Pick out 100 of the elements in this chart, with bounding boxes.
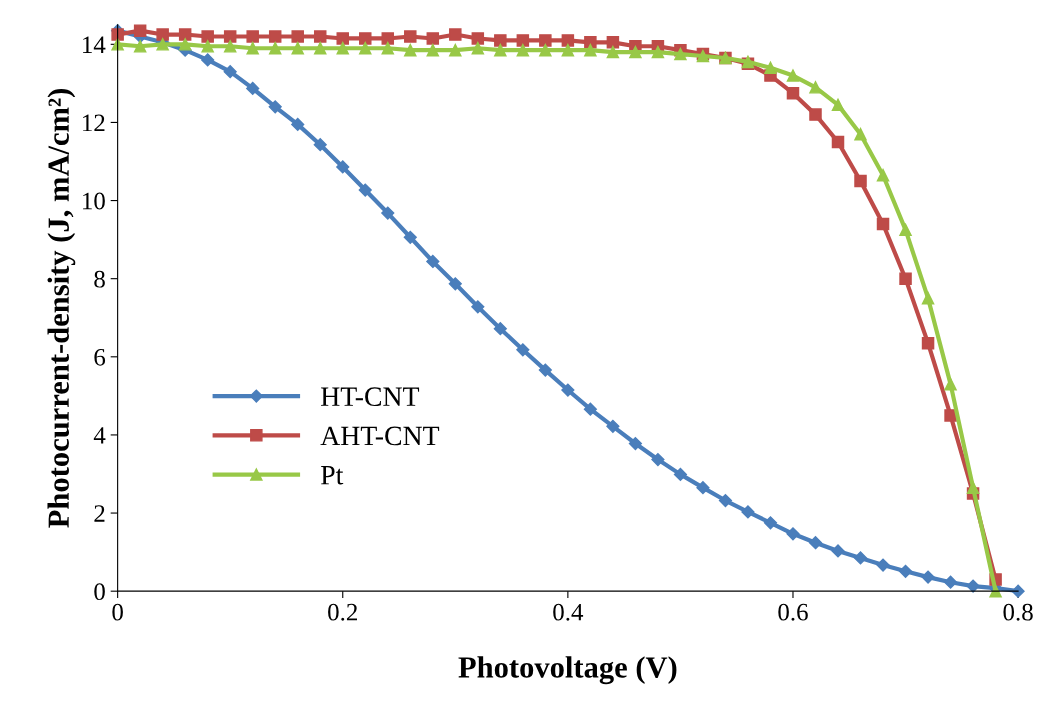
point: [359, 41, 372, 55]
point: [876, 168, 890, 182]
point: [426, 43, 440, 57]
point: [223, 40, 237, 53]
point: [583, 402, 597, 416]
legend-label: Pt: [321, 466, 344, 485]
point: [539, 34, 552, 47]
point: [381, 206, 395, 220]
point: [584, 43, 597, 57]
point: [674, 47, 687, 61]
point: [471, 41, 485, 55]
point: [561, 383, 575, 397]
point: [313, 30, 327, 43]
point: [831, 544, 845, 558]
point: [809, 108, 822, 121]
point: [358, 183, 372, 197]
point: [246, 30, 259, 43]
x-tick-label: 0: [112, 603, 123, 621]
point: [831, 135, 845, 149]
point: [944, 377, 957, 391]
legend-label: AHT-CNT: [320, 426, 440, 446]
point: [899, 272, 912, 285]
y-tick-label: 2: [94, 505, 105, 522]
point: [471, 300, 485, 314]
point: [223, 30, 237, 43]
y-tick-label: 10: [83, 192, 105, 210]
point: [944, 409, 957, 422]
point: [899, 223, 912, 237]
x-tick-label: 0.6: [778, 603, 808, 621]
point: [246, 81, 260, 96]
point: [741, 505, 755, 519]
point: [584, 36, 597, 49]
point: [786, 86, 800, 100]
point: [876, 558, 890, 572]
point: [404, 43, 417, 57]
point: [696, 481, 710, 495]
point: [336, 32, 349, 45]
point: [538, 363, 552, 377]
point: [606, 36, 620, 49]
point: [313, 138, 327, 152]
point: [381, 41, 395, 55]
point: [606, 45, 620, 59]
point: [516, 34, 530, 47]
point: [336, 160, 350, 174]
point: [493, 322, 507, 336]
point: [111, 28, 124, 41]
point: [876, 217, 890, 231]
point: [921, 336, 935, 350]
legend-label: HT-CNT: [321, 387, 420, 407]
point: [449, 43, 462, 57]
point: [966, 481, 980, 494]
point: [268, 30, 282, 43]
point: [201, 40, 214, 53]
point: [853, 551, 868, 565]
point: [448, 277, 462, 291]
point: [764, 61, 777, 74]
point: [494, 43, 507, 57]
point: [111, 38, 124, 51]
point: [628, 436, 642, 451]
point: [449, 28, 462, 41]
point: [831, 98, 845, 112]
point: [201, 53, 215, 67]
point: [943, 575, 958, 589]
point: [223, 65, 237, 79]
point: [133, 40, 147, 53]
point: [471, 32, 485, 45]
point: [133, 24, 147, 37]
x-tick-label: 0.4: [553, 603, 584, 621]
y-tick-label: 4: [93, 427, 106, 444]
y-axis-title: Photocurrent-density (J, mA/cm²): [47, 89, 76, 528]
point: [359, 32, 372, 45]
point: [561, 43, 575, 57]
point: [404, 30, 417, 43]
point: [291, 30, 304, 43]
point: [808, 536, 823, 550]
point: [516, 343, 530, 357]
point: [786, 69, 800, 82]
point: [313, 41, 327, 55]
x-tick-label: 0.8: [1003, 603, 1033, 621]
point: [268, 41, 282, 55]
point: [718, 493, 733, 508]
point: [921, 291, 935, 305]
point: [516, 43, 530, 57]
point: [561, 34, 575, 47]
point: [426, 32, 440, 45]
point: [809, 81, 822, 94]
point: [291, 41, 304, 55]
point: [268, 100, 282, 114]
y-tick-label: 14: [83, 36, 106, 53]
point: [156, 28, 169, 41]
point: [763, 516, 778, 530]
point: [651, 452, 665, 467]
point: [539, 43, 552, 57]
y-tick-label: 12: [83, 114, 105, 132]
point: [673, 467, 688, 481]
point: [246, 41, 259, 55]
point: [1011, 584, 1025, 598]
y-tick-label: 8: [94, 270, 105, 288]
point: [381, 32, 395, 45]
point: [606, 419, 620, 433]
